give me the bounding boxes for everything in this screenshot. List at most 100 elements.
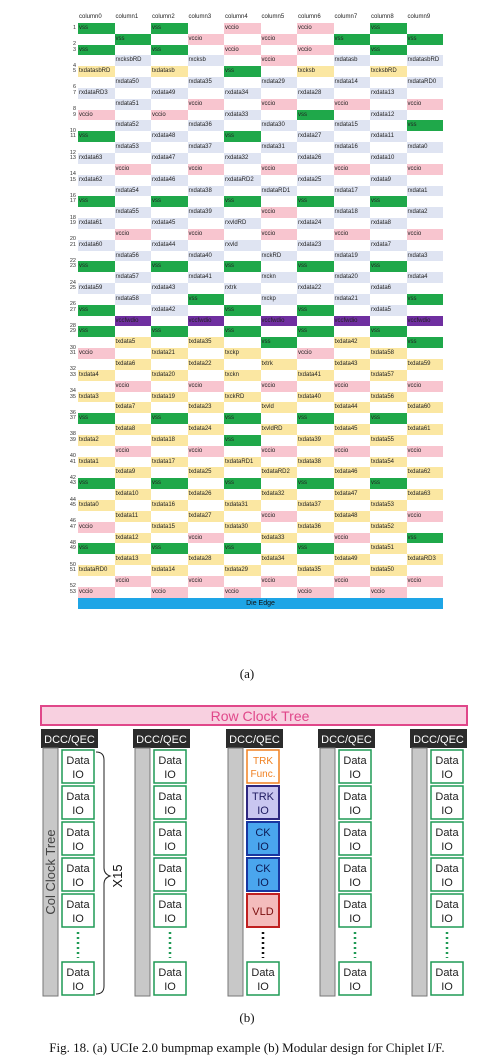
bump-cell-label: vccio	[79, 111, 93, 118]
bump-cell: 50	[70, 554, 115, 568]
bump-cell	[407, 196, 444, 207]
bump-cell	[115, 153, 152, 164]
data-io-block	[153, 857, 187, 892]
row-number: 48	[69, 539, 76, 546]
bump-cell	[115, 522, 152, 533]
bump-cell: txdata21	[151, 348, 188, 359]
bump-cell	[297, 533, 334, 544]
data-io-label: Data	[66, 827, 90, 839]
row-number: 41	[69, 458, 76, 465]
bump-cell: 41 txdata1	[70, 456, 115, 468]
bump-cell	[407, 305, 444, 316]
bump-cell: vss	[151, 543, 188, 555]
data-io-block	[430, 893, 464, 928]
bump-cell: rxdata13	[370, 87, 407, 99]
bump-cell-label: txdata2	[79, 436, 99, 443]
bump-cell: rxdata10	[370, 152, 407, 164]
bump-cell	[334, 370, 371, 381]
bump-cell: txvldRD	[260, 424, 297, 435]
bump-cell	[188, 370, 225, 381]
col-clock-tree	[134, 747, 151, 997]
row-number: 25	[69, 285, 76, 292]
row-number: 9	[72, 111, 76, 118]
bump-cell: 49 vss	[70, 543, 115, 555]
bump-cell: vccio	[260, 55, 297, 67]
bump-cell	[224, 381, 261, 392]
bump-cell-label: rxdata60	[79, 241, 103, 248]
bump-cell	[334, 348, 371, 359]
bump-cell-label: txdata0	[79, 501, 99, 508]
bump-cell	[334, 435, 371, 446]
bump-cell	[334, 66, 371, 77]
bump-cell: vccio	[187, 228, 224, 240]
bump-cell	[261, 478, 298, 489]
bump-cell: vccio	[260, 98, 297, 110]
data-io-block	[61, 961, 95, 996]
column-header: column0	[79, 14, 102, 20]
bump-cell	[334, 196, 371, 207]
bump-cell	[370, 142, 407, 153]
data-io-label: Data	[66, 899, 90, 911]
bumpmap-row: 46 txdata11 txdata27 vccio txdata48 vccio	[70, 510, 443, 524]
trk-io-label: TRK	[252, 791, 275, 803]
trk-func-label: TRK	[253, 756, 273, 767]
bump-cell: vccio	[224, 22, 261, 34]
caption-a: (a)	[239, 666, 255, 681]
bump-cell-label: vss	[79, 24, 88, 31]
dcc-qec-label: DCC/QEC	[413, 734, 464, 746]
bump-cell: 21 rxdata60	[70, 239, 115, 251]
bump-cell	[334, 240, 371, 251]
bump-cell-label: txdata3	[79, 393, 99, 400]
row-number: 22	[69, 257, 76, 264]
bump-cell	[188, 457, 225, 468]
bump-cell: vss	[406, 33, 443, 45]
bumpmap-row: 19 rxdata61 rxdata45 rxvldRD rxdata24 rxdata8	[70, 218, 443, 229]
bump-cell	[297, 402, 334, 413]
data-io-label: IO	[441, 769, 453, 781]
bump-cell	[261, 196, 298, 207]
bump-cell	[151, 576, 188, 587]
bump-cell	[224, 207, 261, 218]
bump-cell: 44	[70, 489, 115, 503]
bump-cell	[297, 359, 334, 370]
bump-cell: rxdata32	[224, 152, 261, 164]
row-clock-tree	[40, 705, 468, 726]
bump-cell	[261, 565, 298, 576]
bump-cell: txdata13	[114, 554, 151, 566]
data-io-block	[338, 893, 372, 928]
bump-cell: 9 vccio	[73, 109, 115, 121]
bump-cell: rxtrk	[224, 283, 261, 294]
bump-cell: vccio	[406, 510, 443, 522]
bump-cell	[261, 175, 298, 186]
bumpmap-row: 12 rxdata53 rxdata37 rxdata31 rxdata16 rxdata…	[70, 142, 443, 156]
bump-cell	[151, 164, 188, 175]
bump-cell	[407, 478, 444, 489]
bump-cell: vss	[260, 337, 297, 349]
row-number: 29	[69, 328, 76, 335]
trk-io-block	[246, 785, 280, 820]
bump-cell: rxdata37	[187, 142, 224, 153]
bump-cell: rxdata2	[406, 207, 443, 219]
bump-cell	[188, 131, 225, 142]
bump-cell: rxdata6	[370, 283, 407, 294]
bump-cell-label: vss	[79, 415, 88, 422]
bump-cell: vss	[224, 478, 261, 490]
dcc-qec-label: DCC/QEC	[136, 734, 187, 746]
bump-cell	[334, 326, 371, 337]
data-io-block	[430, 749, 464, 784]
bump-cell: vccio	[333, 575, 370, 587]
bump-cell: vss	[224, 66, 261, 78]
row-number: 37	[69, 415, 76, 422]
bump-cell: vccio	[260, 207, 297, 219]
bump-cell: 22	[70, 251, 115, 264]
bump-cell	[407, 110, 444, 121]
bump-cell: txdataRD1	[224, 456, 261, 468]
bump-cell	[224, 186, 261, 197]
data-io-block	[153, 821, 187, 856]
row-number: 6	[72, 84, 76, 91]
row-clock-tree-label: Row Clock Tree	[211, 708, 310, 724]
bump-cell	[334, 110, 371, 121]
bump-cell	[370, 446, 407, 457]
bumpmap-row: 11 vss rxdata48 vss rxdata27 rxdata11	[70, 131, 443, 143]
bump-cell: txdata11	[114, 510, 151, 522]
